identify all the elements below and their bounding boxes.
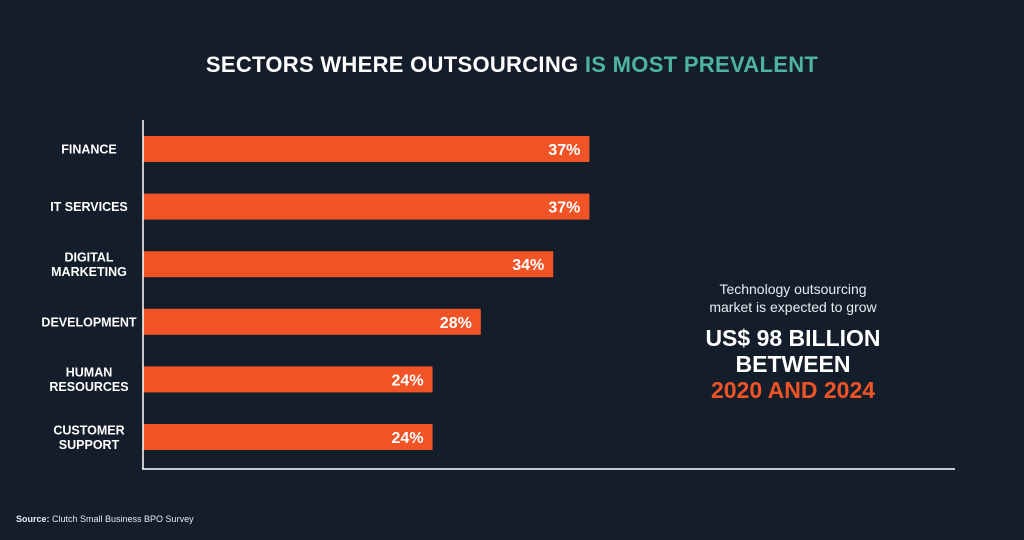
- value-label-0: 37%: [548, 142, 580, 159]
- source-text: Clutch Small Business BPO Survey: [49, 514, 194, 524]
- callout-headline-line-2: BETWEEN: [735, 351, 851, 377]
- category-label-0: FINANCE: [61, 143, 117, 157]
- bar-4: [143, 366, 433, 393]
- bar-0: [143, 136, 590, 162]
- value-label-3: 28%: [440, 315, 472, 332]
- callout-headline-line-1: US$ 98 BILLION: [705, 325, 881, 351]
- category-label-4: HUMAN RESOURCES: [49, 366, 128, 395]
- category-labels: FINANCE IT SERVICES DIGITAL MARKETING DEVELO…: [41, 143, 137, 452]
- value-label-2: 34%: [512, 257, 544, 274]
- value-label-5: 24%: [392, 430, 424, 447]
- callout-intro-line-1: Technology outsourcing: [719, 281, 867, 297]
- source-note: Source: Clutch Small Business BPO Survey: [16, 514, 194, 524]
- callout-headline: US$ 98 BILLION BETWEEN 2020 AND 2024: [672, 325, 914, 403]
- chart-title-main: SECTORS WHERE OUTSOURCING: [205, 52, 585, 77]
- market-callout: Technology outsourcing market is expecte…: [672, 280, 914, 403]
- category-label-1: IT SERVICES: [50, 200, 128, 214]
- chart-title: SECTORS WHERE OUTSOURCING IS MOST PREVAL…: [0, 52, 1024, 78]
- category-label-3: DEVELOPMENT: [41, 315, 137, 329]
- bar-3: [143, 308, 481, 335]
- callout-intro: Technology outsourcing market is expecte…: [672, 280, 914, 316]
- bar-1: [143, 193, 590, 220]
- value-labels: 37% 37% 34% 28% 24% 24%: [392, 142, 581, 447]
- source-label: Source:: [16, 514, 50, 524]
- chart-title-accent: IS MOST PREVALENT: [584, 52, 819, 77]
- bar-2: [143, 251, 554, 278]
- bar-5: [143, 424, 433, 450]
- category-label-2: DIGITAL MARKETING: [51, 250, 127, 279]
- bars: [143, 136, 590, 450]
- category-label-5: CUSTOMER SUPPORT: [53, 423, 124, 452]
- value-label-4: 24%: [392, 372, 424, 389]
- value-label-1: 37%: [548, 200, 580, 217]
- callout-headline-line-3: 2020 AND 2024: [710, 377, 876, 403]
- callout-intro-line-2: market is expected to grow: [709, 299, 877, 315]
